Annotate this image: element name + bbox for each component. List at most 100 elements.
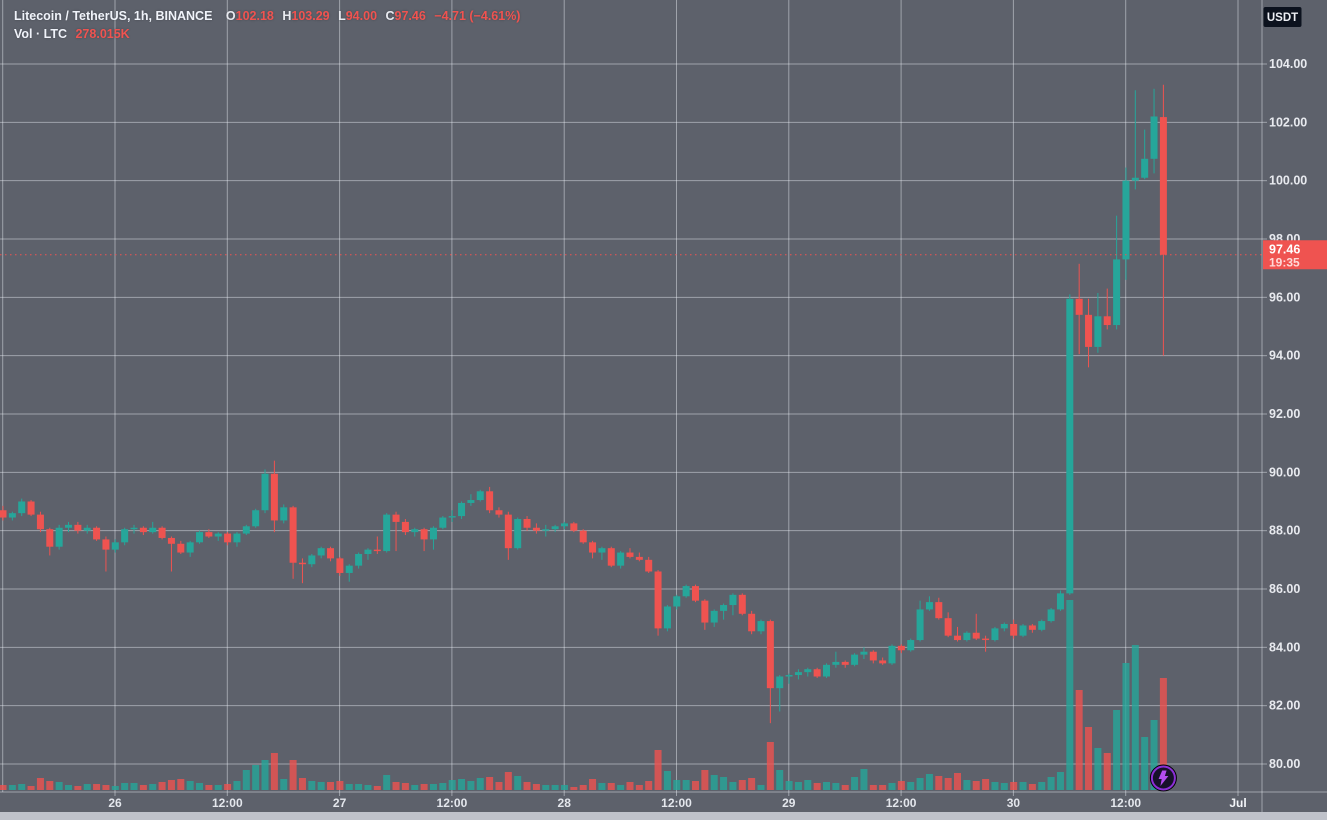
candle-body — [83, 527, 91, 531]
volume-bar — [1000, 783, 1008, 790]
candle-body — [757, 621, 765, 632]
volume-bar — [233, 781, 241, 790]
volume-bar — [879, 785, 887, 790]
candle-body — [813, 669, 821, 677]
candle-body — [841, 661, 849, 665]
change-value: −4.71 (−4.61%) — [434, 9, 521, 23]
candle-body — [785, 675, 793, 677]
candle-body — [420, 529, 428, 540]
time-axis[interactable] — [0, 792, 1327, 812]
volume-bar — [542, 785, 550, 790]
volume-bar — [691, 781, 699, 790]
volume-bar — [626, 782, 634, 790]
price-tick-label: 96.00 — [1269, 290, 1300, 304]
volume-bar — [186, 781, 194, 790]
candle-body — [888, 645, 896, 664]
volume-bar — [682, 780, 690, 790]
candle-body — [1010, 624, 1018, 636]
candle-body — [645, 559, 653, 572]
candle-body — [495, 510, 503, 515]
volume-bar — [289, 760, 297, 790]
volume-bar — [130, 783, 138, 790]
price-tick-label: 82.00 — [1269, 699, 1300, 713]
volume-bar — [710, 775, 718, 790]
candle-body — [270, 473, 278, 521]
volume-bar — [486, 777, 494, 790]
candle-body — [121, 529, 129, 543]
legend-row-volume: Vol · LTC 278.015K — [14, 25, 520, 43]
candle-body — [748, 613, 756, 632]
price-axis[interactable] — [1262, 0, 1327, 812]
volume-bar — [27, 786, 35, 790]
candle-body — [720, 605, 728, 611]
candle-body — [897, 645, 905, 651]
volume-bar — [158, 782, 166, 790]
volume-bar — [851, 777, 859, 790]
time-tick-label: 12:00 — [661, 796, 692, 810]
volume-label: Vol · LTC — [14, 27, 67, 41]
candle-body — [130, 527, 138, 530]
candle-body — [766, 621, 774, 689]
legend: Litecoin / TetherUS, 1h, BINANCE O102.18… — [14, 7, 520, 43]
volume-bar — [420, 784, 428, 790]
candle-body — [224, 533, 232, 543]
high-label: H — [282, 9, 292, 23]
candle-body — [411, 529, 419, 533]
candle-body — [336, 558, 344, 573]
candle-body — [467, 500, 475, 503]
candle-body — [598, 548, 606, 553]
candle-body — [935, 602, 943, 619]
candle-body — [401, 521, 409, 533]
candle-body — [214, 533, 222, 537]
volume-bar — [794, 782, 802, 790]
volume-bar — [280, 779, 288, 790]
close-label: C — [385, 9, 395, 23]
volume-bar — [242, 770, 250, 790]
candle-body — [233, 533, 241, 543]
volume-bar — [954, 773, 962, 790]
time-tick-label: 12:00 — [437, 796, 468, 810]
candle-body — [355, 554, 363, 566]
candle-body — [252, 510, 260, 527]
volume-bar — [991, 782, 999, 790]
candle-body — [308, 555, 316, 565]
candle-body — [0, 510, 7, 518]
volume-bar — [46, 781, 54, 790]
candle-body — [925, 602, 933, 610]
bottom-strip — [0, 812, 1327, 820]
price-tick-label: 100.00 — [1269, 174, 1307, 188]
candle-body — [448, 516, 456, 518]
candle-body — [1075, 298, 1083, 315]
candle-body — [55, 527, 63, 547]
candle-body — [486, 491, 494, 511]
volume-bar — [224, 784, 232, 790]
candle-body — [860, 651, 868, 655]
volume-bar — [888, 783, 896, 790]
candle-body — [663, 606, 671, 629]
price-tick-label: 88.00 — [1269, 524, 1300, 538]
volume-bar — [860, 769, 868, 790]
candle-body — [289, 507, 297, 563]
price-tick-label: 90.00 — [1269, 465, 1300, 479]
volume-bar — [149, 784, 157, 790]
volume-bar — [598, 783, 606, 790]
price-tick-label: 84.00 — [1269, 640, 1300, 654]
candle-body — [345, 565, 353, 573]
volume-bar — [907, 782, 915, 790]
symbol-title[interactable]: Litecoin / TetherUS, 1h, BINANCE — [14, 9, 213, 23]
candle-body — [429, 527, 437, 540]
candle-body — [102, 539, 110, 550]
volume-bar — [458, 779, 466, 790]
axis-unit-badge[interactable] — [1263, 7, 1302, 27]
candle-body — [167, 537, 175, 544]
volume-bar — [663, 771, 671, 790]
volume-bar — [785, 781, 793, 790]
time-tick-label: 28 — [558, 796, 572, 810]
volume-bar — [1028, 784, 1036, 790]
volume-bar — [1038, 782, 1046, 790]
candle-body — [551, 526, 559, 530]
open-label: O — [225, 9, 236, 23]
volume-bar — [729, 782, 737, 790]
